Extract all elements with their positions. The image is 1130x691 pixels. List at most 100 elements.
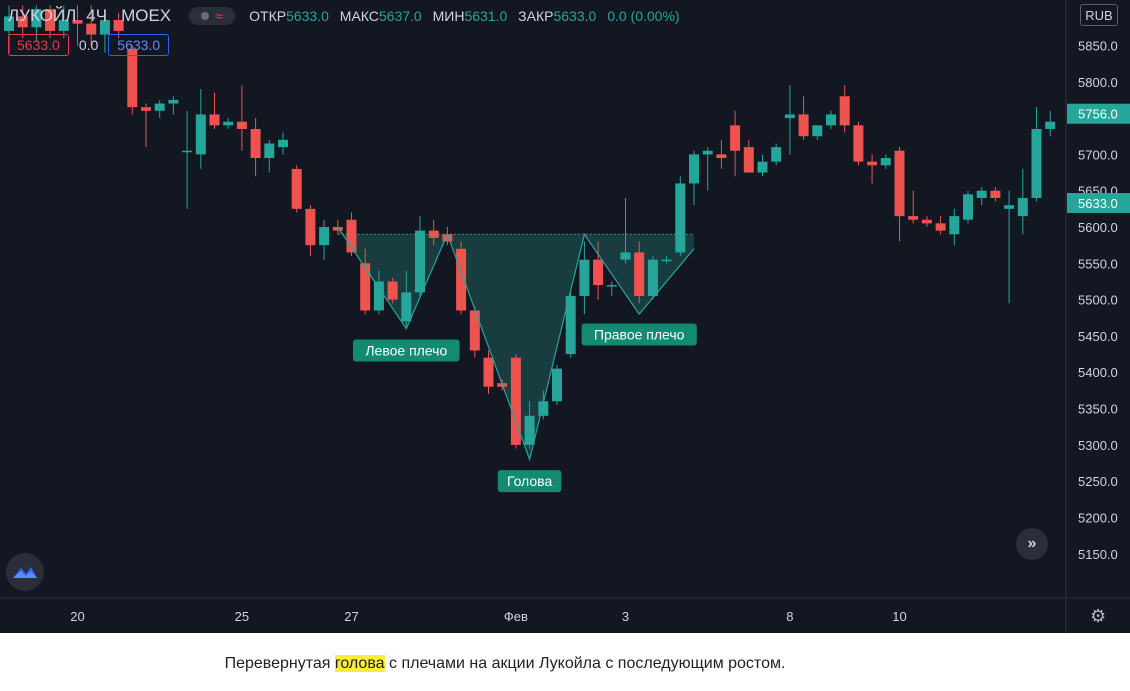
candle bbox=[524, 415, 535, 445]
candle bbox=[839, 96, 850, 126]
candle bbox=[634, 252, 645, 296]
settings-gear-icon[interactable]: ⚙ bbox=[1090, 606, 1107, 626]
price-marker bbox=[1067, 103, 1130, 124]
pattern-label: Правое плечо bbox=[594, 326, 685, 342]
candle bbox=[949, 216, 960, 235]
candle bbox=[908, 216, 919, 220]
candle bbox=[661, 259, 672, 262]
candle bbox=[428, 230, 439, 238]
pattern-label-box bbox=[497, 470, 562, 493]
symbol-name[interactable]: ЛУКОЙЛ bbox=[8, 6, 77, 25]
candle bbox=[552, 368, 562, 402]
caption-highlight: голова bbox=[334, 655, 385, 672]
logo-icon bbox=[13, 567, 37, 578]
candle bbox=[880, 158, 891, 166]
candle bbox=[223, 121, 234, 126]
exchange-label: MOEX bbox=[121, 6, 172, 25]
candle bbox=[236, 121, 247, 129]
ohlc-values: ОТКР5633.0 МАКС5637.0 МИН5631.0 ЗАКР5633… bbox=[249, 8, 686, 24]
candle bbox=[373, 281, 384, 311]
pattern-label: Левое плечо bbox=[365, 342, 447, 358]
candle bbox=[757, 161, 768, 173]
figure-caption: Перевернутая голова с плечами на акции Л… bbox=[0, 655, 1010, 673]
candle bbox=[264, 143, 275, 159]
candle bbox=[250, 128, 261, 159]
candle bbox=[921, 219, 932, 224]
candle bbox=[483, 357, 494, 387]
candle bbox=[360, 263, 371, 311]
candle bbox=[195, 114, 206, 155]
chart-area[interactable]: Левое плечо Голова Правое плечо 5150.0 5200.… bbox=[0, 0, 1130, 633]
y-tick-label: 5200.0 bbox=[1078, 510, 1118, 525]
candle bbox=[1017, 197, 1028, 217]
candle bbox=[579, 259, 590, 296]
timeframe-label[interactable]: 4Ч bbox=[86, 6, 108, 25]
scroll-to-realtime-button[interactable]: » bbox=[1016, 528, 1048, 560]
candle bbox=[990, 190, 1001, 198]
candle bbox=[867, 161, 878, 166]
pattern-area bbox=[337, 227, 694, 460]
candle bbox=[565, 295, 576, 355]
candle bbox=[291, 168, 302, 209]
candle bbox=[319, 227, 330, 246]
candle bbox=[209, 114, 220, 126]
candle bbox=[1045, 121, 1056, 129]
buy-price-button[interactable]: 5633.0 bbox=[108, 34, 170, 56]
candle bbox=[45, 9, 56, 31]
sell-price-button[interactable]: 5633.0 bbox=[8, 34, 69, 56]
y-tick-label: 5800.0 bbox=[1078, 75, 1118, 90]
y-tick-label: 5250.0 bbox=[1078, 474, 1118, 489]
candle bbox=[716, 154, 727, 159]
price-marker bbox=[1067, 193, 1130, 214]
chart-legend: ЛУКОЙЛ 4Ч MOEX ≈ ОТКР5633.0 МАКС5637.0 М… bbox=[8, 5, 687, 27]
pattern-line bbox=[337, 226, 695, 462]
price-boxes: 5633.0 0.0 5633.0 bbox=[8, 34, 170, 56]
candle bbox=[812, 125, 823, 137]
candle bbox=[346, 219, 357, 253]
y-tick-label: 5600.0 bbox=[1078, 220, 1118, 235]
candle bbox=[154, 103, 165, 111]
candle bbox=[278, 139, 288, 148]
pattern-label: Голова bbox=[507, 473, 553, 489]
candle bbox=[743, 147, 754, 173]
x-tick-label: Фев bbox=[504, 609, 528, 624]
candle bbox=[168, 99, 179, 104]
open-value: 5633.0 bbox=[286, 8, 329, 24]
x-tick-label: 27 bbox=[344, 609, 358, 624]
y-tick-label: 5350.0 bbox=[1078, 402, 1118, 417]
candle bbox=[387, 281, 398, 300]
candle bbox=[401, 292, 412, 322]
y-tick-label: 5300.0 bbox=[1078, 438, 1118, 453]
candle bbox=[538, 401, 549, 416]
candle bbox=[456, 248, 467, 311]
status-dot-icon bbox=[201, 12, 210, 20]
candle bbox=[305, 208, 316, 246]
high-label: МАКС bbox=[339, 8, 379, 24]
y-tick-label: 5450.0 bbox=[1078, 329, 1118, 344]
candle bbox=[702, 150, 713, 155]
tradingview-logo[interactable] bbox=[6, 553, 44, 591]
spread-value: 0.0 bbox=[78, 37, 99, 53]
caption-text-before: Перевернутая bbox=[224, 655, 335, 672]
candle bbox=[771, 147, 782, 162]
candle bbox=[620, 252, 631, 260]
y-tick-label: 5850.0 bbox=[1078, 38, 1118, 53]
candle bbox=[1031, 128, 1042, 198]
x-tick-label: 20 bbox=[70, 609, 84, 624]
candle bbox=[675, 183, 686, 253]
y-tick-label: 5500.0 bbox=[1078, 293, 1118, 308]
candle bbox=[4, 16, 14, 31]
candle bbox=[976, 190, 987, 198]
change-value: 0.0 (0.00%) bbox=[607, 8, 680, 24]
price-marker-label: 5756.0 bbox=[1078, 107, 1118, 122]
open-label: ОТКР bbox=[249, 8, 287, 24]
pattern-label-box bbox=[581, 323, 697, 346]
x-tick-label: 3 bbox=[622, 609, 629, 624]
indicator-toggle[interactable]: ≈ bbox=[189, 7, 236, 25]
currency-button[interactable]: RUB bbox=[1080, 4, 1118, 26]
x-tick-label: 8 bbox=[786, 609, 793, 624]
candle bbox=[1004, 205, 1015, 209]
candle bbox=[86, 23, 97, 35]
candle bbox=[647, 259, 658, 296]
price-chart[interactable]: Левое плечо Голова Правое плечо 5150.0 5200.… bbox=[0, 0, 1130, 633]
